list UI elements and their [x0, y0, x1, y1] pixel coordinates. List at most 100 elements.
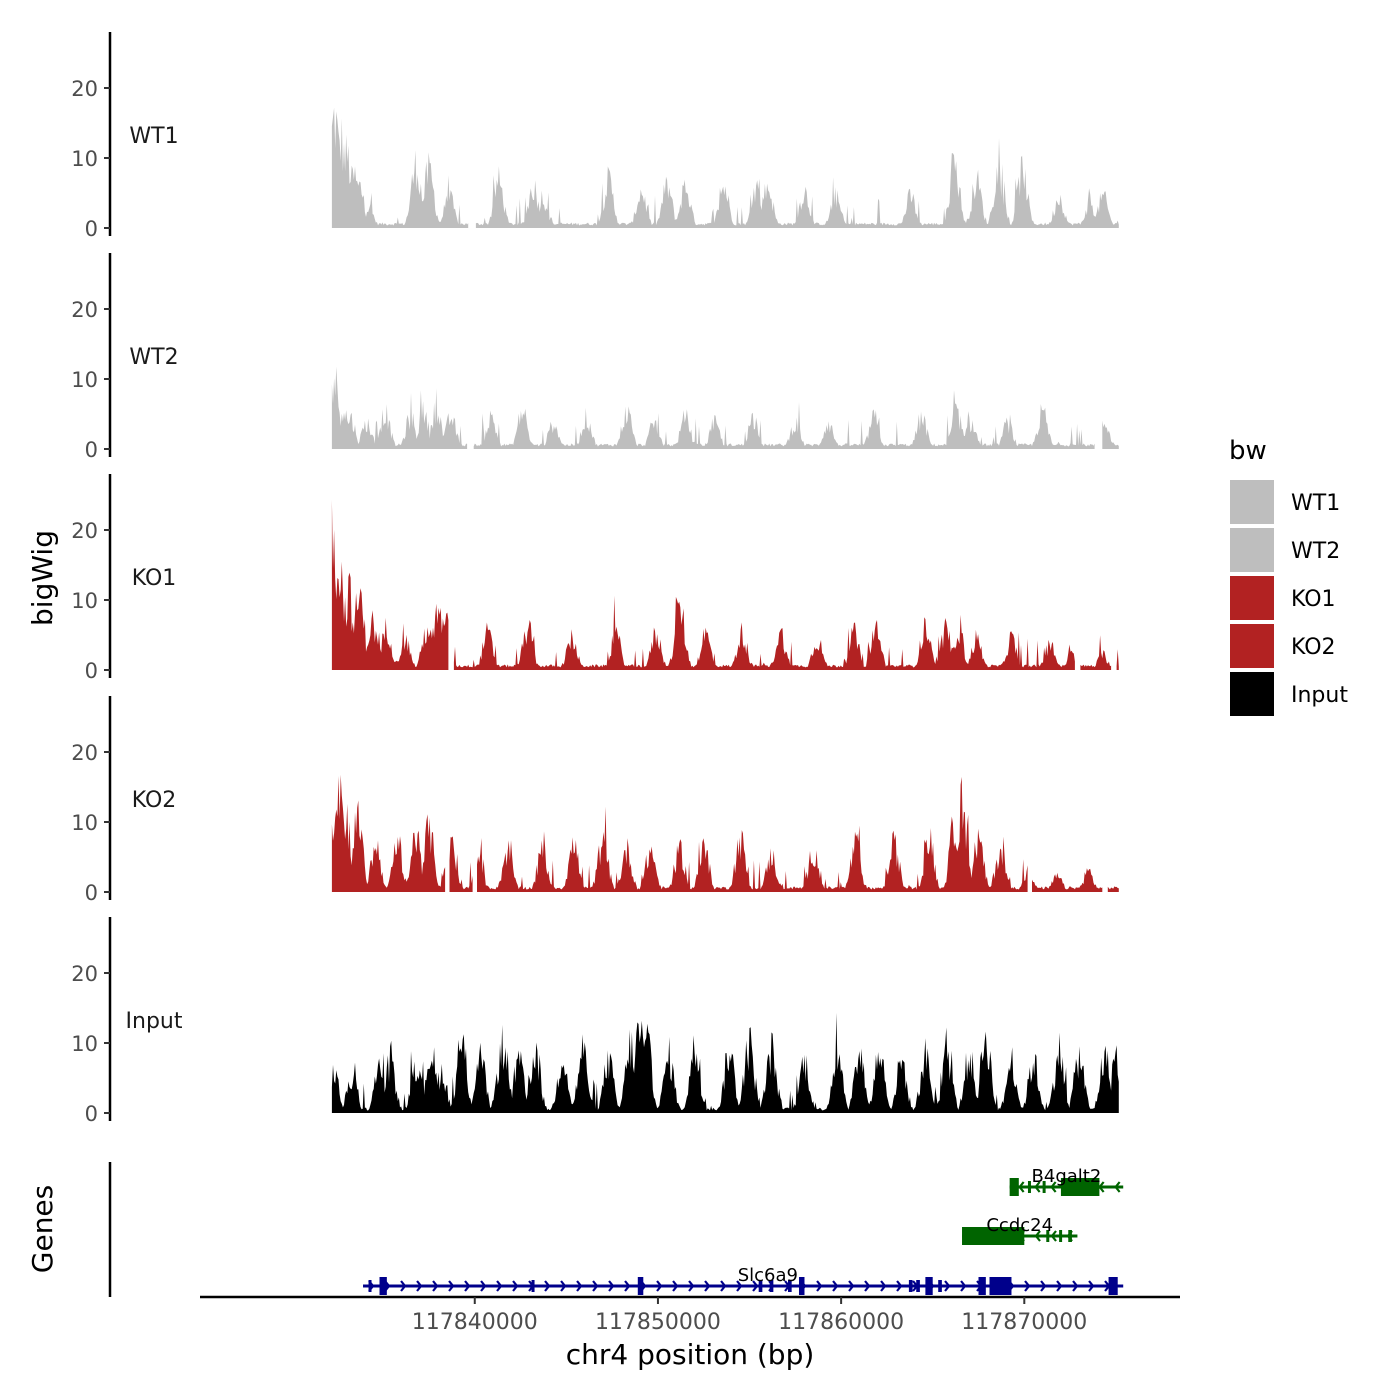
gene-exon — [1060, 1178, 1100, 1196]
legend-label: Input — [1291, 683, 1348, 708]
gene-exon — [788, 1280, 792, 1292]
legend-swatch — [1230, 576, 1274, 620]
strand-arrow — [592, 1280, 599, 1292]
legend-label: KO2 — [1291, 635, 1336, 660]
gene-label: B4galt2 — [1032, 1166, 1102, 1187]
coverage-area — [331, 499, 449, 670]
gene-exon — [1027, 1181, 1031, 1193]
strand-arrow — [1018, 1181, 1025, 1193]
strand-arrow — [576, 1280, 583, 1292]
strand-arrow — [1088, 1280, 1095, 1292]
genes-axis-title: Genes — [26, 1185, 59, 1273]
strand-arrow — [480, 1280, 487, 1292]
gene-slc6a9: Slc6a9 — [363, 1265, 1124, 1295]
y-axis-title: bigWig — [26, 530, 59, 626]
legend-swatch — [1230, 624, 1274, 668]
gene-exon — [1108, 1277, 1118, 1295]
gene-label: Slc6a9 — [738, 1265, 798, 1286]
legend: bw WT1 WT2 KO1 KO2 Input — [1229, 436, 1348, 716]
strand-arrow — [512, 1280, 519, 1292]
strand-arrow — [832, 1280, 839, 1292]
coverage-area — [1102, 420, 1119, 449]
y-tick-label: 0 — [85, 438, 98, 462]
strand-arrow — [1114, 1181, 1121, 1193]
legend-swatch — [1230, 672, 1274, 716]
coverage-area — [1116, 649, 1119, 670]
gene-panel: B4galt2 Ccdc24 Slc6a9 — [108, 1162, 1124, 1297]
legend-label: KO1 — [1291, 587, 1336, 612]
gene-exon — [925, 1277, 933, 1295]
gene-exon — [769, 1280, 774, 1292]
track-ko2: 0 10 20 KO2 — [71, 696, 1119, 905]
coverage-area — [331, 1012, 1119, 1113]
strand-arrow — [816, 1280, 823, 1292]
y-tick-label: 10 — [71, 368, 98, 392]
strand-arrow — [896, 1280, 903, 1292]
y-tick-label: 0 — [85, 1102, 98, 1126]
y-tick-label: 20 — [71, 962, 98, 986]
strand-arrow — [720, 1280, 727, 1292]
gene-exon — [962, 1227, 1025, 1245]
coverage-area — [331, 774, 446, 892]
legend-swatch — [1230, 480, 1274, 524]
legend-label: WT2 — [1291, 539, 1340, 564]
gene-exon — [938, 1280, 942, 1292]
strand-arrow — [944, 1280, 951, 1292]
strand-arrow — [464, 1280, 471, 1292]
strand-arrow — [1024, 1280, 1031, 1292]
coverage-area — [1080, 635, 1112, 670]
strand-arrow — [656, 1280, 663, 1292]
y-tick-label: 10 — [71, 589, 98, 613]
y-tick-label: 10 — [71, 1032, 98, 1056]
x-tick-label: 117850000 — [595, 1310, 721, 1335]
strand-arrow — [608, 1280, 615, 1292]
strand-arrow — [1056, 1280, 1063, 1292]
strand-arrow — [1040, 1280, 1047, 1292]
gene-exon — [531, 1280, 535, 1292]
legend-swatch — [1230, 528, 1274, 572]
strand-arrow — [1072, 1280, 1079, 1292]
gene-exon — [1042, 1181, 1046, 1193]
strand-arrow — [400, 1280, 407, 1292]
y-tick-label: 20 — [71, 77, 98, 101]
strand-arrow — [880, 1280, 887, 1292]
strand-arrow — [672, 1280, 679, 1292]
coverage-area — [331, 366, 468, 449]
coverage-area — [1032, 868, 1103, 892]
y-tick-label: 0 — [85, 881, 98, 905]
coverage-area — [453, 595, 1075, 670]
coverage-area — [331, 107, 469, 228]
track-wt2: 0 10 20 WT2 — [71, 253, 1119, 462]
gene-exon — [1046, 1230, 1050, 1242]
strand-arrow — [416, 1280, 423, 1292]
strand-arrow — [432, 1280, 439, 1292]
coverage-area — [473, 390, 1095, 449]
x-tick-label: 117860000 — [778, 1310, 904, 1335]
y-tick-label: 10 — [71, 147, 98, 171]
strand-arrow — [544, 1280, 551, 1292]
coverage-area — [477, 776, 1028, 892]
gene-exon — [798, 1277, 805, 1295]
track-label: WT2 — [129, 345, 178, 370]
track-panels: 0 10 20 WT1 0 10 20 WT2 0 10 20 KO1 0 10 20 KO2 0 10 20 Inp… — [71, 32, 1119, 1126]
gene-exon — [1059, 1230, 1063, 1242]
strand-arrow — [736, 1280, 743, 1292]
gene-exon — [989, 1277, 1012, 1295]
strand-arrow — [960, 1280, 967, 1292]
x-axis-title: chr4 position (bp) — [566, 1338, 815, 1371]
y-tick-label: 0 — [85, 659, 98, 683]
y-tick-label: 20 — [71, 741, 98, 765]
x-tick-label: 117870000 — [961, 1310, 1087, 1335]
gene-exon — [1068, 1230, 1072, 1242]
track-label: KO2 — [132, 788, 177, 813]
track-label: Input — [126, 1009, 183, 1034]
gene-exon — [758, 1280, 763, 1292]
coverage-area — [449, 836, 473, 892]
strand-arrow — [1034, 1181, 1041, 1193]
track-label: KO1 — [132, 566, 177, 591]
gene-exon — [379, 1277, 387, 1295]
strand-arrow — [1098, 1181, 1105, 1193]
strand-arrow — [1050, 1230, 1057, 1242]
strand-arrow — [848, 1280, 855, 1292]
